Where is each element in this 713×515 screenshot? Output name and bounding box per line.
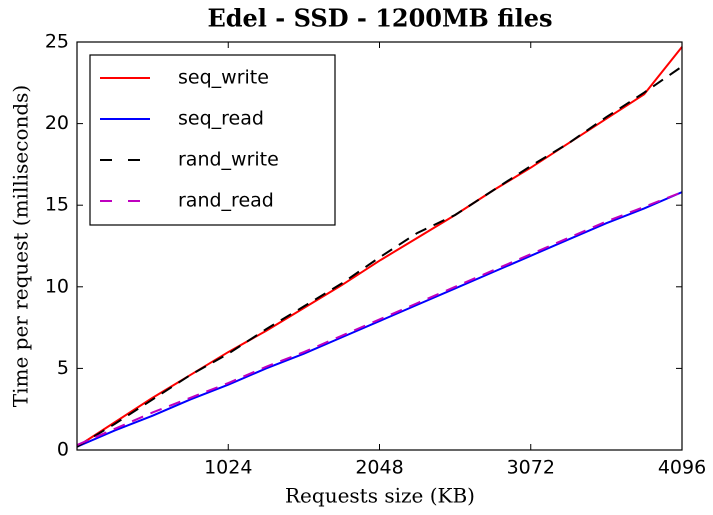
- y-tick-label: 10: [45, 275, 69, 297]
- plot-frame: [76, 41, 683, 451]
- y-tick-label: 15: [45, 194, 69, 216]
- y-tick-label: 20: [45, 112, 69, 134]
- chart-title: Edel - SSD - 1200MB files: [207, 4, 552, 33]
- legend-label: rand_read: [178, 190, 274, 212]
- series-line: [76, 46, 683, 448]
- legend-box: [89, 54, 336, 226]
- legend-label: seq_read: [178, 108, 264, 130]
- series-line: [76, 191, 683, 448]
- legend-label: seq_write: [178, 67, 269, 89]
- x-tick-label: 4096: [658, 457, 706, 479]
- y-tick-label: 25: [45, 31, 69, 53]
- y-tick-label: 5: [57, 357, 69, 379]
- x-tick-label: 3072: [507, 457, 555, 479]
- x-tick-label: 2048: [355, 457, 403, 479]
- x-tick-label: 1024: [204, 457, 252, 479]
- y-axis-label: Time per request (milliseconds): [9, 85, 33, 407]
- legend-label: rand_write: [178, 149, 279, 171]
- y-tick-label: 0: [57, 439, 69, 461]
- x-axis-label: Requests size (KB): [285, 484, 475, 508]
- series-line: [76, 191, 683, 447]
